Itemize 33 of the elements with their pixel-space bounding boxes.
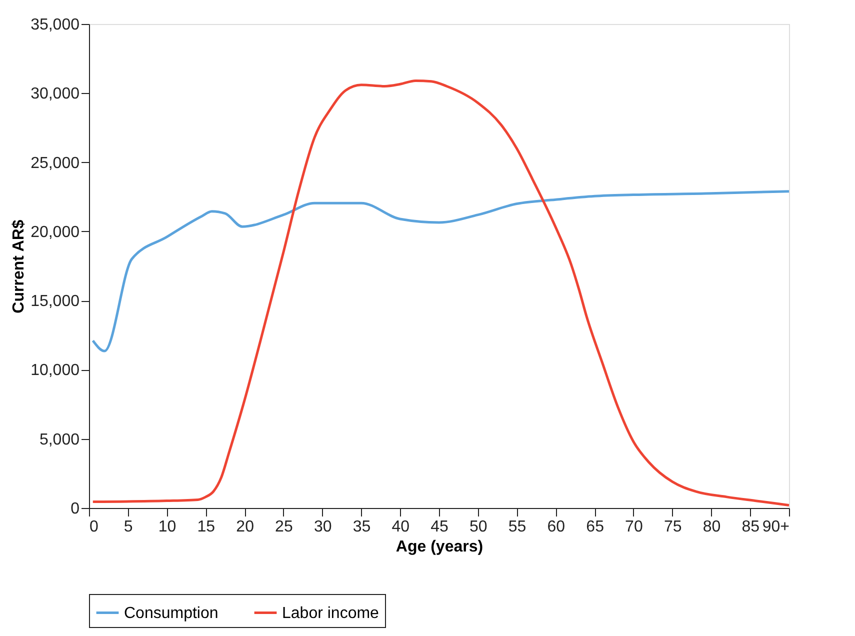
line-series: [92, 79, 790, 506]
y-tick-label: 30,000: [30, 86, 80, 103]
x-tick-label: 30: [314, 518, 332, 536]
x-tick-label: 10: [158, 518, 176, 536]
x-tick-label: 85: [742, 518, 760, 536]
x-tick-label: 70: [625, 518, 643, 536]
line-series: [92, 190, 790, 352]
x-tick-label: 0: [90, 518, 98, 536]
y-tick-label: 0: [70, 500, 80, 518]
y-tick-label: 10,000: [30, 362, 80, 380]
y-tick-label: 35,000: [30, 16, 80, 34]
x-tick-label: 80: [702, 518, 721, 536]
y-tick-label: 15,000: [30, 293, 80, 310]
x-tick-label: 15: [197, 518, 216, 536]
legend-label: Labor income: [282, 604, 380, 622]
y-tick-label: 20,000: [30, 224, 80, 241]
y-tick-label: 25,000: [30, 154, 80, 172]
y-tick-label: 5,000: [39, 431, 80, 448]
x-tick-label: 75: [664, 518, 682, 536]
x-tick-label: 35: [352, 518, 371, 536]
y-axis-title: Current AR$: [10, 220, 28, 314]
x-tick-label: 90+: [762, 518, 790, 536]
legend-label: Consumption: [124, 604, 218, 622]
x-tick-label: 45: [430, 518, 448, 536]
x-tick-label: 25: [275, 518, 293, 536]
x-tick-label: 5: [124, 518, 133, 536]
x-tick-label: 20: [236, 518, 254, 536]
x-tick-label: 65: [586, 518, 604, 536]
x-tick-label: 40: [392, 518, 410, 536]
x-axis-title: Age (years): [396, 538, 484, 556]
x-tick-label: 60: [547, 518, 566, 536]
x-tick-label: 55: [508, 518, 526, 536]
x-tick-label: 50: [469, 518, 488, 536]
